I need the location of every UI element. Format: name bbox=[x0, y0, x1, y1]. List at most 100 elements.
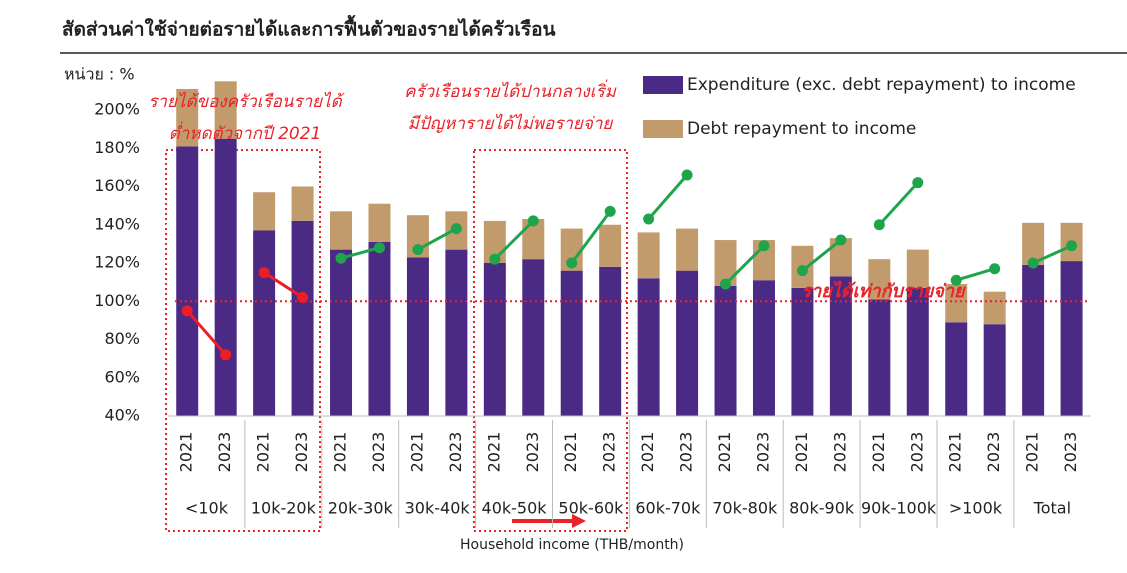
x-axis-title: Household income (THB/month) bbox=[460, 537, 684, 553]
x-tick-label: 2021 bbox=[869, 432, 888, 473]
line-segment bbox=[570, 210, 612, 264]
y-tick-label: 80% bbox=[104, 329, 140, 348]
bar-segment bbox=[945, 284, 968, 323]
line-segment bbox=[724, 244, 766, 286]
chart-title: สัดส่วนค่าใช้จ่ายต่อรายได้และการฟื้นตัวข… bbox=[62, 15, 556, 41]
bar-segment bbox=[368, 203, 391, 242]
group-label: Total bbox=[1033, 499, 1071, 518]
line-segment bbox=[1032, 244, 1073, 265]
legend-label: Expenditure (exc. debt repayment) to inc… bbox=[687, 75, 1076, 95]
bar-segment bbox=[599, 224, 622, 267]
bar-segment bbox=[868, 299, 891, 416]
bar-segment bbox=[714, 240, 737, 286]
line-point bbox=[720, 278, 732, 290]
line-point bbox=[527, 215, 539, 227]
x-tick-label: 2023 bbox=[523, 432, 542, 473]
y-tick-label: 200% bbox=[94, 100, 140, 119]
group-label: 20k-30k bbox=[328, 499, 394, 518]
line-segment bbox=[493, 219, 535, 261]
group-label: 30k-40k bbox=[405, 499, 471, 518]
x-tick-label: 2021 bbox=[1023, 432, 1042, 473]
bar-segment bbox=[176, 88, 199, 147]
x-tick-label: 2021 bbox=[715, 432, 734, 473]
annotation: ต่ำหดตัวจากปี 2021 bbox=[169, 121, 322, 144]
bar-segment bbox=[637, 232, 660, 279]
line-point bbox=[258, 267, 270, 279]
group-label: 90k-100k bbox=[861, 499, 937, 518]
bar-segment bbox=[906, 287, 929, 416]
line-point bbox=[220, 349, 232, 361]
line-segment bbox=[186, 309, 227, 356]
highlight-box bbox=[473, 149, 628, 532]
x-tick-label: 2023 bbox=[369, 432, 388, 473]
group-label: 40k-50k bbox=[482, 499, 548, 518]
y-tick-label: 140% bbox=[94, 214, 140, 233]
x-tick-label: 2023 bbox=[753, 432, 772, 473]
bar-segment bbox=[983, 324, 1006, 416]
x-tick-label: 2021 bbox=[561, 432, 580, 473]
group-label: >100k bbox=[949, 499, 1003, 518]
line-point bbox=[873, 219, 885, 231]
bar-segment bbox=[522, 219, 545, 260]
bar-segment bbox=[599, 266, 622, 416]
group-label: 70k-80k bbox=[712, 499, 778, 518]
bar-segment bbox=[868, 259, 891, 300]
bar-segment bbox=[829, 276, 852, 416]
line-point bbox=[681, 169, 693, 181]
x-tick-label: 2023 bbox=[446, 432, 465, 473]
line-segment bbox=[801, 238, 842, 272]
bar-segment bbox=[483, 263, 506, 416]
y-tick-label: 180% bbox=[94, 138, 140, 157]
bar-segment bbox=[560, 270, 583, 416]
x-tick-label: 2023 bbox=[600, 432, 619, 473]
line-point bbox=[835, 234, 847, 246]
line-point bbox=[297, 291, 309, 303]
line-point bbox=[181, 305, 193, 317]
bar-segment bbox=[291, 220, 314, 416]
bar-segment bbox=[368, 241, 391, 416]
bar-segment bbox=[1022, 222, 1045, 265]
bar-segment bbox=[1022, 264, 1045, 416]
bar-segment bbox=[676, 270, 699, 416]
x-tick-label: 2023 bbox=[677, 432, 696, 473]
group-label: 50k-60k bbox=[558, 499, 624, 518]
bar-segment bbox=[560, 228, 583, 271]
bar-segment bbox=[406, 257, 429, 416]
group-label: 60k-70k bbox=[635, 499, 701, 518]
annotation: ครัวเรือนรายได้ปานกลางเริ่ม bbox=[404, 79, 617, 102]
bar-segment bbox=[752, 280, 775, 416]
x-tick-label: 2021 bbox=[484, 432, 503, 473]
bar-segment bbox=[676, 228, 699, 271]
legend-label: Debt repayment to income bbox=[687, 119, 916, 139]
x-tick-label: 2023 bbox=[984, 432, 1003, 473]
line-point bbox=[412, 244, 424, 256]
line-point bbox=[950, 274, 962, 286]
line-segment bbox=[878, 181, 919, 226]
bar-segment bbox=[714, 285, 737, 416]
line-point bbox=[643, 213, 655, 225]
x-tick-label: 2021 bbox=[946, 432, 965, 473]
y-tick-label: 40% bbox=[104, 406, 140, 425]
x-tick-label: 2023 bbox=[292, 432, 311, 473]
y-tick-label: 160% bbox=[94, 176, 140, 195]
unit-label: หน่วย : % bbox=[64, 65, 135, 84]
annotation: มีปัญหารายได้ไม่พอรายจ่าย bbox=[408, 113, 614, 134]
line-point bbox=[604, 205, 616, 217]
bar-segment bbox=[791, 287, 814, 416]
bar-segment bbox=[637, 278, 660, 416]
x-tick-label: 2023 bbox=[830, 432, 849, 473]
line-point bbox=[1027, 257, 1039, 269]
y-tick-label: 100% bbox=[94, 291, 140, 310]
line-point bbox=[335, 252, 347, 264]
line-segment bbox=[955, 267, 996, 282]
x-tick-label: 2021 bbox=[638, 432, 657, 473]
bar-segment bbox=[445, 249, 468, 416]
bar-segment bbox=[176, 146, 199, 416]
x-tick-label: 2021 bbox=[254, 432, 273, 473]
line-segment bbox=[263, 271, 304, 299]
line-point bbox=[1066, 240, 1078, 252]
legend-swatch bbox=[643, 76, 683, 94]
bar-segment bbox=[214, 138, 237, 416]
line-segment bbox=[647, 174, 689, 220]
